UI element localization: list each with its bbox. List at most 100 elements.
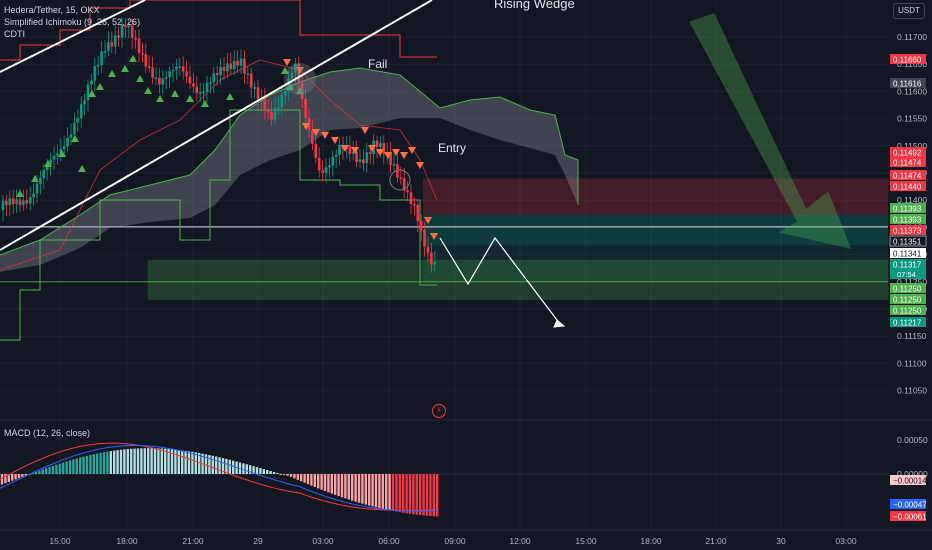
macd-histogram-bar [432, 474, 435, 517]
candle-body [351, 151, 355, 154]
price-badge-bg [890, 147, 926, 157]
macd-histogram-bar [272, 471, 276, 474]
candle-body [79, 104, 83, 119]
candle-body [294, 63, 297, 73]
macd-histogram-bar [106, 451, 109, 474]
buy-signal-marker [144, 87, 152, 94]
symbol-title[interactable]: Hedera/Tether, 15, OKX [4, 5, 100, 15]
candle-body [334, 154, 338, 157]
macd-histogram-bar [391, 474, 395, 511]
macd-histogram-bar [320, 474, 323, 490]
price-badge: 0.11660 [893, 56, 922, 65]
buy-signal-marker [71, 135, 79, 142]
macd-histogram-bar [296, 474, 299, 480]
candle-body [22, 200, 25, 205]
sell-signal-marker [416, 162, 424, 169]
buy-signal-marker [129, 55, 137, 62]
macd-histogram-bar [48, 466, 51, 474]
trade-zones [0, 178, 889, 301]
candle-body [355, 151, 358, 162]
macd-histogram-bar [276, 472, 279, 474]
macd-histogram-bar [269, 470, 272, 474]
price-tick-label: 0.11100 [897, 358, 927, 368]
macd-histogram-bar [337, 474, 340, 497]
macd-histogram-bar [130, 448, 133, 474]
macd-tick-label: 0.00000 [897, 469, 928, 479]
candle-body [127, 25, 131, 28]
sell-signal-marker [331, 137, 339, 144]
candle-body [120, 24, 124, 38]
sell-signal-marker [368, 145, 376, 152]
currency-button[interactable]: USDT [893, 3, 925, 19]
price-tick-label: 0.11250 [897, 277, 927, 287]
buy-signal-marker [31, 175, 39, 182]
buy-signal-marker [121, 65, 129, 72]
time-tick-label: 12:00 [509, 536, 531, 546]
drawings: Rising Wedge Fail Entry [0, 0, 851, 328]
candle-body [348, 145, 352, 154]
macd-histogram-bar [51, 465, 55, 474]
macd-histogram-bar [232, 460, 235, 474]
macd-histogram-bar [45, 468, 48, 474]
time-tick-label: 06:00 [378, 536, 400, 546]
macd-histogram-bar [330, 474, 333, 494]
macd-histogram-bar [143, 448, 146, 474]
ichimoku-legend[interactable]: Simplified Ichimoku (9, 26, 52, 26) [4, 17, 141, 27]
macd-histogram-bar [381, 474, 384, 509]
candle-body [273, 108, 277, 120]
time-tick-label: 03:00 [835, 536, 857, 546]
price-tick-label: 0.11600 [897, 86, 927, 96]
candle-body [8, 198, 12, 206]
candle-body [253, 87, 256, 89]
price-badge: 0.11250 [893, 307, 922, 316]
price-badge: 0.11393 [893, 216, 922, 225]
macd-histogram-bar [364, 474, 367, 505]
time-tick-label: 30 [776, 536, 786, 546]
price-badge: 0.11217 [893, 319, 922, 328]
buy-signal-marker [44, 160, 52, 167]
lower-band [0, 109, 437, 341]
candle-body [249, 73, 253, 88]
macd-histogram-bar [164, 448, 167, 474]
macd-histogram-bar [24, 474, 27, 476]
price-badge: 0.11250 [893, 296, 922, 305]
macd-histogram-bar [368, 474, 371, 506]
candle-body [266, 110, 270, 113]
candle-body [246, 73, 250, 76]
sell-signal-marker [283, 59, 291, 66]
macd-histogram-bar [82, 456, 85, 474]
candle-body [69, 134, 73, 138]
macd-badge: −0.00014 [893, 477, 927, 486]
candle-body [419, 220, 423, 230]
candle-body [86, 84, 90, 101]
macd-histogram-bar [58, 463, 61, 474]
macd-histogram-bar [306, 474, 310, 485]
macd-legend[interactable]: MACD (12, 26, close) [4, 428, 91, 438]
macd-histogram-bar [14, 474, 17, 480]
time-tick-label: 09:00 [444, 536, 466, 546]
candle-body [256, 87, 260, 99]
macd-histogram-bar [405, 474, 408, 514]
macd-histogram-bar [245, 464, 248, 474]
macd-histogram-bar [85, 455, 89, 474]
candle-body [137, 38, 141, 54]
candle-body [144, 54, 148, 67]
time-tick-label: 15:00 [49, 536, 71, 546]
macd-histogram-bar [99, 452, 102, 474]
price-badge-bg [890, 294, 926, 304]
price-tick-label: 0.11500 [897, 141, 927, 151]
buy-signal-marker [78, 165, 86, 172]
macd-histogram-bar [174, 449, 177, 474]
candle-body [96, 64, 100, 67]
macd-histogram-bar [317, 474, 320, 489]
entry-circle-marker [389, 169, 411, 191]
candle-body [365, 152, 369, 164]
candle-body [202, 91, 205, 94]
price-badge: 0.11474 [893, 159, 922, 168]
lightning-icon[interactable]: ⚡ [432, 404, 446, 418]
cdti-legend[interactable]: CDTI [4, 29, 25, 39]
price-tick-label: 0.11400 [897, 195, 927, 205]
stop-loss-zone [423, 178, 888, 215]
macd-histogram-bar [119, 449, 123, 474]
